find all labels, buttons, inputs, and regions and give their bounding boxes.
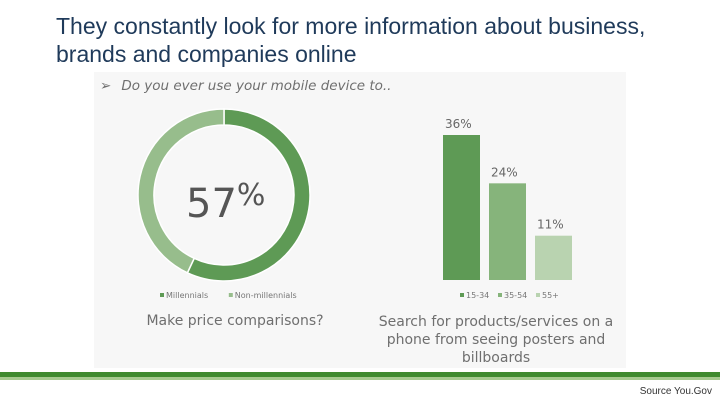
footer-rule-dark [0,372,720,377]
donut-chart: 57% Millennials Non-millennials [137,108,311,300]
donut-legend-swatch [228,293,233,297]
donut-slice-non-millennials [137,108,225,274]
bar-legend-label: 35-54 [504,291,527,300]
bar-legend-label: 55+ [542,291,559,300]
bar-data-label: 24% [491,165,518,179]
donut-caption: Make price comparisons? [146,313,324,329]
bar-legend-swatch [536,293,540,297]
bar-data-label: 11% [537,218,564,232]
footer-rule-light [0,377,720,380]
bar-55- [535,235,572,280]
bar-15-34 [443,135,480,280]
slide-title: They constantly look for more informatio… [56,13,646,67]
bar-data-label: 36% [445,117,472,131]
bar-chart: 36% 24% 11% 15-34 35-54 55+ [443,117,572,300]
donut-legend-label: Millennials [166,291,208,300]
source-note: Source You.Gov [639,386,712,397]
donut-legend-swatch [160,293,164,297]
arrow-bullet-icon: ➢ [100,78,112,94]
bar-legend-label: 15-34 [466,291,489,300]
survey-question: ➢ Do you ever use your mobile device to.. [100,78,391,94]
bar-caption: Search for products/services on a phone … [378,314,614,366]
donut-center-label: 57% [186,178,265,227]
bar-legend-swatch [460,293,464,297]
bar-35-54 [489,183,526,280]
question-text: Do you ever use your mobile device to.. [121,78,392,94]
bar-legend-swatch [498,293,502,297]
donut-legend-label: Non-millennials [235,291,297,300]
